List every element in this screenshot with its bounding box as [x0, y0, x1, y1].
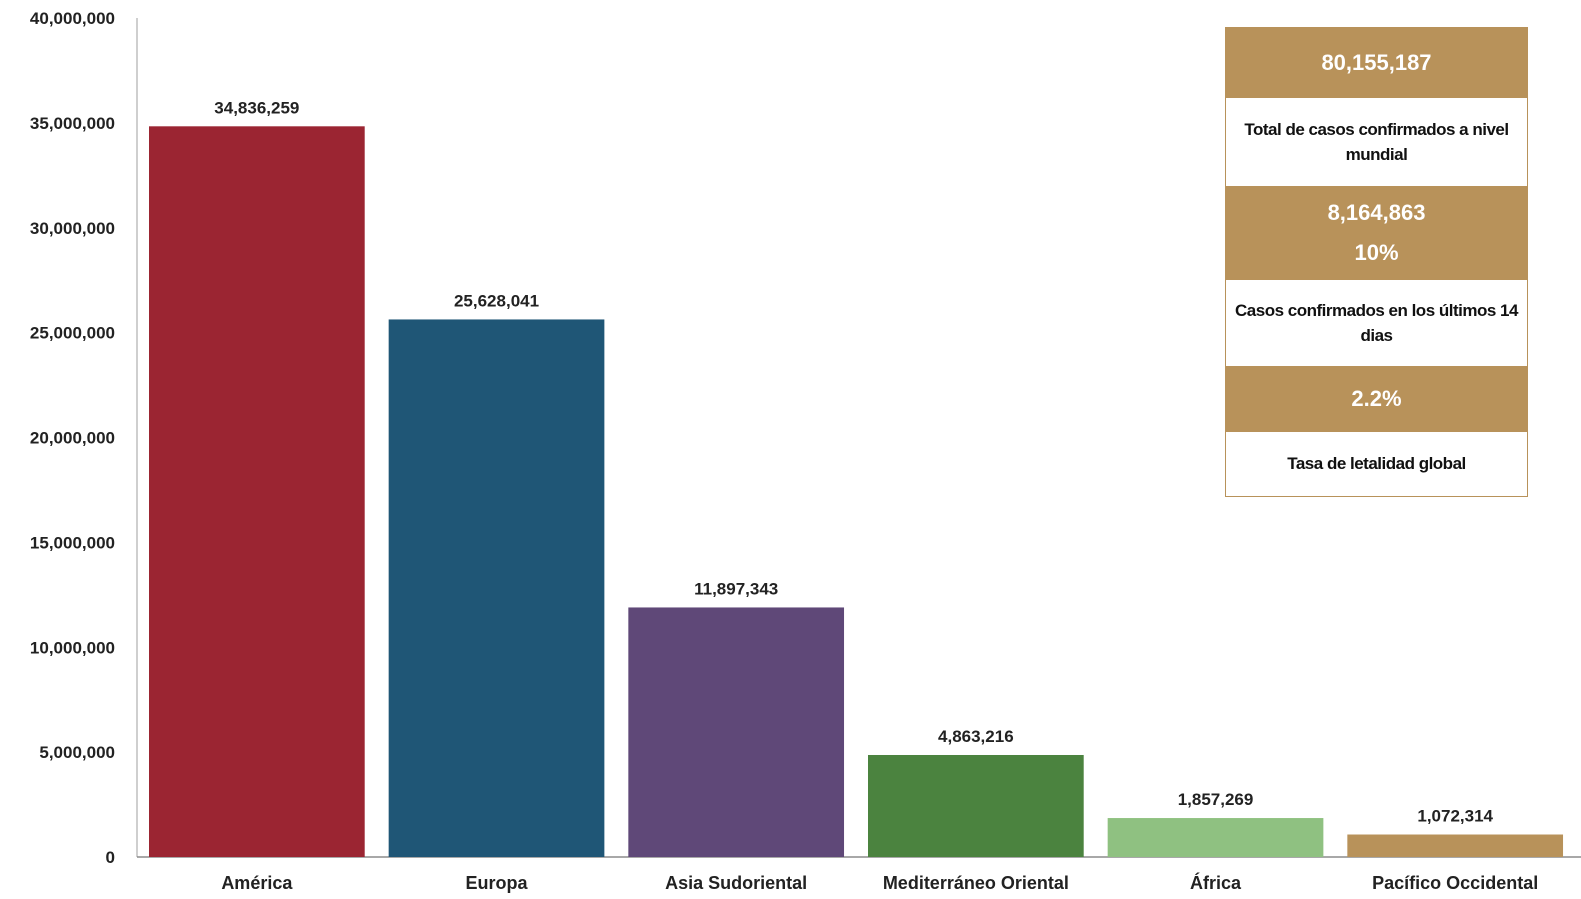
bar [868, 754, 1084, 857]
fatality-rate-label: Tasa de letalidad global [1226, 432, 1527, 496]
y-tick-label: 15,000,000 [30, 533, 115, 552]
total-cases-value: 80,155,187 [1226, 28, 1527, 98]
y-axis-ticks: 0 5,000,000 10,000,000 15,000,000 20,000,000… [30, 9, 115, 867]
category-label: Europa [466, 873, 529, 893]
recent-cases-label: Casos confirmados en los últimos 14 dias [1226, 280, 1527, 366]
bar-value-label: 25,628,041 [454, 291, 539, 310]
y-tick-label: 40,000,000 [30, 9, 115, 28]
fatality-rate-value: 2.2% [1226, 366, 1527, 432]
y-tick-label: 20,000,000 [30, 429, 115, 448]
category-labels-group: América Europa Asia Sudoriental Mediterráne… [221, 872, 1538, 893]
category-label: Pacífico Occidental [1372, 873, 1538, 893]
bar [628, 607, 845, 857]
bar-value-label: 1,072,314 [1417, 807, 1493, 826]
recent-cases-block: 8,164,863 10% [1226, 186, 1527, 280]
recent-cases-value: 8,164,863 [1327, 200, 1426, 225]
total-cases-label: Total de casos confirmados a nivel mundi… [1226, 98, 1527, 186]
bar [388, 319, 605, 857]
y-tick-label: 30,000,000 [30, 219, 115, 238]
bar-value-label: 1,857,269 [1178, 790, 1254, 809]
category-label: América [221, 873, 293, 893]
category-label: Mediterráneo Oriental [883, 873, 1069, 893]
y-tick-label: 25,000,000 [30, 324, 115, 343]
category-label: África [1190, 872, 1242, 893]
summary-panel: 80,155,187 Total de casos confirmados a … [1225, 27, 1528, 497]
bar-value-label: 4,863,216 [938, 727, 1014, 746]
y-tick-label: 5,000,000 [39, 743, 115, 762]
y-tick-label: 10,000,000 [30, 638, 115, 657]
data-labels-group: 34,836,259 25,628,041 11,897,343 4,863,216 1… [214, 98, 1493, 825]
y-tick-label: 0 [106, 848, 115, 867]
bar [149, 126, 365, 858]
bar [1347, 834, 1564, 857]
bar [1107, 818, 1324, 857]
bars-group [149, 126, 1564, 858]
y-tick-label: 35,000,000 [30, 114, 115, 133]
bar-value-label: 34,836,259 [214, 98, 299, 117]
recent-cases-percent: 10% [1354, 240, 1399, 265]
category-label: Asia Sudoriental [665, 873, 807, 893]
bar-value-label: 11,897,343 [694, 579, 778, 598]
